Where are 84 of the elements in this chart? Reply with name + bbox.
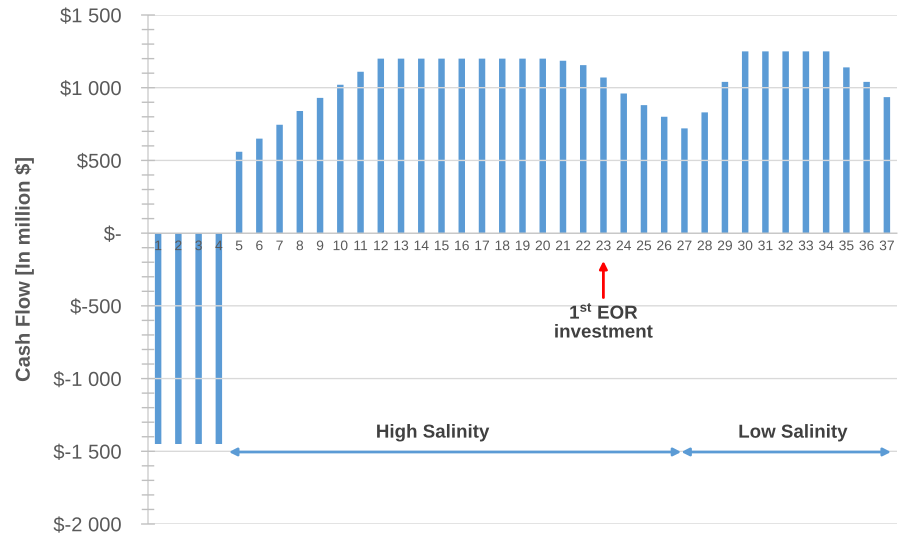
x-tick-label: 10 <box>334 240 348 250</box>
x-tick-label: 15 <box>434 240 449 250</box>
x-tick-label: 23 <box>596 240 611 250</box>
y-tick-label: $-1 500 <box>54 444 121 460</box>
x-tick-label: 31 <box>758 240 772 250</box>
bar <box>499 58 506 234</box>
y-tick-label: $-500 <box>70 298 121 315</box>
y-axis-title: Cash Flow [In million $] <box>14 158 34 382</box>
bar <box>378 58 384 234</box>
annotation: 1$^{st}$ EOR investment <box>555 303 653 338</box>
bar <box>822 51 830 234</box>
bar <box>802 51 810 234</box>
x-tick-label: 22 <box>576 240 590 250</box>
bar <box>863 82 870 234</box>
bar <box>438 58 445 234</box>
bar <box>216 233 222 444</box>
x-tick-label: 25 <box>636 240 652 250</box>
x-tick-label: 27 <box>677 240 692 250</box>
annotation: High Salinity <box>377 424 490 442</box>
x-tick-label: 35 <box>839 240 854 250</box>
x-tick-label: 6 <box>256 240 263 250</box>
x-tick-label: 14 <box>414 240 429 250</box>
bar <box>154 233 162 444</box>
y-tick-label: $- <box>104 226 121 242</box>
bar <box>316 98 324 234</box>
x-tick-label: 7 <box>276 240 283 250</box>
bar <box>843 67 850 234</box>
bar <box>357 72 364 234</box>
bar <box>256 138 263 234</box>
x-tick-label: 18 <box>496 240 510 250</box>
x-tick-label: 37 <box>880 240 894 250</box>
y-tick-label: $-2 000 <box>54 516 121 533</box>
bar <box>722 82 728 234</box>
x-tick-label: 20 <box>536 240 550 250</box>
x-tick-label: 26 <box>657 240 672 250</box>
x-tick-label: 5 <box>236 240 242 250</box>
bar <box>762 51 769 234</box>
bar <box>276 124 283 234</box>
bar <box>660 116 668 234</box>
bar <box>701 112 708 234</box>
x-tick-label: 34 <box>818 240 834 250</box>
x-tick-label: 11 <box>354 240 368 250</box>
x-tick-label: 19 <box>516 240 530 250</box>
bar <box>560 60 566 234</box>
x-tick-label: 9 <box>316 240 324 250</box>
x-tick-label: 1 <box>155 240 162 250</box>
bar <box>580 65 586 234</box>
bar <box>540 58 546 234</box>
x-tick-label: 21 <box>556 240 570 250</box>
x-tick-label: 32 <box>778 240 793 250</box>
x-tick-label: 36 <box>859 240 874 250</box>
bar <box>600 78 607 234</box>
y-tick-label: $1 500 <box>60 7 121 24</box>
x-tick-label: 33 <box>798 240 814 250</box>
bar <box>742 51 748 234</box>
x-tick-label: 29 <box>718 240 732 250</box>
y-tick-label: $1 000 <box>60 80 121 96</box>
bar <box>337 84 344 234</box>
bar <box>884 97 890 234</box>
x-tick-label: 28 <box>698 240 712 250</box>
bar <box>519 58 526 234</box>
x-tick-label: 8 <box>296 240 304 250</box>
x-tick-label: 16 <box>455 240 469 250</box>
x-tick-label: 17 <box>475 240 490 250</box>
x-tick-label: 24 <box>616 240 632 250</box>
x-tick-label: 2 <box>175 240 182 250</box>
bar <box>236 152 242 234</box>
bar <box>195 233 202 444</box>
annotation: Low Salinity <box>739 424 848 442</box>
x-tick-label: 12 <box>374 240 388 250</box>
bar <box>458 58 466 234</box>
bar <box>620 94 627 234</box>
bar <box>398 58 404 234</box>
x-tick-label: 13 <box>394 240 408 250</box>
x-tick-label: 30 <box>738 240 752 250</box>
bar <box>296 110 304 234</box>
bar <box>681 128 688 234</box>
bar <box>782 51 789 234</box>
bar <box>640 105 648 234</box>
bar <box>418 58 425 234</box>
y-tick-label: $500 <box>77 152 121 170</box>
y-tick-label: $-1 000 <box>54 370 121 388</box>
bar <box>478 58 486 234</box>
bar <box>175 233 182 444</box>
